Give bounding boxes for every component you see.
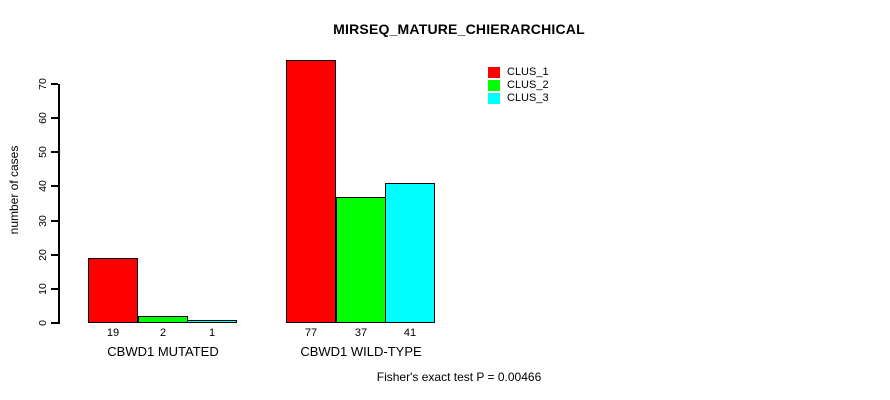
legend-color-swatch [488,93,500,104]
legend-item-label: CLUS_2 [507,79,549,91]
legend-item-label: CLUS_3 [507,92,549,104]
y-axis-line [58,84,60,324]
y-tick-label: 10 [37,283,49,295]
bar-value-label: 1 [208,327,216,339]
y-tick-label: 40 [37,180,49,193]
chart-title: MIRSEQ_MATURE_CHIERARCHICAL [333,21,585,37]
y-tick-mark [51,253,58,256]
y-tick-label: 70 [37,78,49,90]
legend-color-swatch [488,67,500,78]
y-tick-mark [51,117,58,120]
bar-clus_2 [336,196,386,323]
y-tick-mark [51,83,58,86]
legend-item: CLUS_1 [488,66,549,79]
x-axis-category-label: CBWD1 WILD-TYPE [300,344,422,359]
bar-value-label: 41 [403,327,417,339]
y-tick-mark [51,219,58,222]
legend: CLUS_1 CLUS_2 CLUS_3 [488,66,549,105]
bar-clus_2 [138,316,188,323]
bar-value-label: 77 [304,327,318,339]
y-tick-label: 0 [37,320,49,326]
legend-item-label: CLUS_1 [507,66,549,78]
y-tick-label: 30 [37,214,49,227]
annotation-fisher-test: Fisher's exact test P = 0.00466 [376,370,542,384]
bar-value-label: 2 [159,327,167,339]
bar-clus_1 [286,60,336,323]
legend-item: CLUS_3 [488,92,549,105]
legend-color-swatch [488,80,500,91]
y-tick-mark [51,185,58,188]
y-tick-label: 50 [37,146,49,159]
legend-item: CLUS_2 [488,79,549,92]
y-tick-label: 20 [37,248,49,261]
bar-value-label: 19 [106,327,120,339]
bar-clus_3 [187,319,237,323]
y-tick-mark [51,287,58,290]
y-axis-label: number of cases [7,145,21,235]
y-tick-label: 60 [37,112,49,124]
y-tick-mark [51,322,58,324]
bar-clus_1 [88,258,138,323]
bar-clus_3 [385,183,435,323]
x-axis-category-label: CBWD1 MUTATED [107,344,219,359]
bar-value-label: 37 [354,327,368,339]
y-tick-mark [51,151,58,154]
